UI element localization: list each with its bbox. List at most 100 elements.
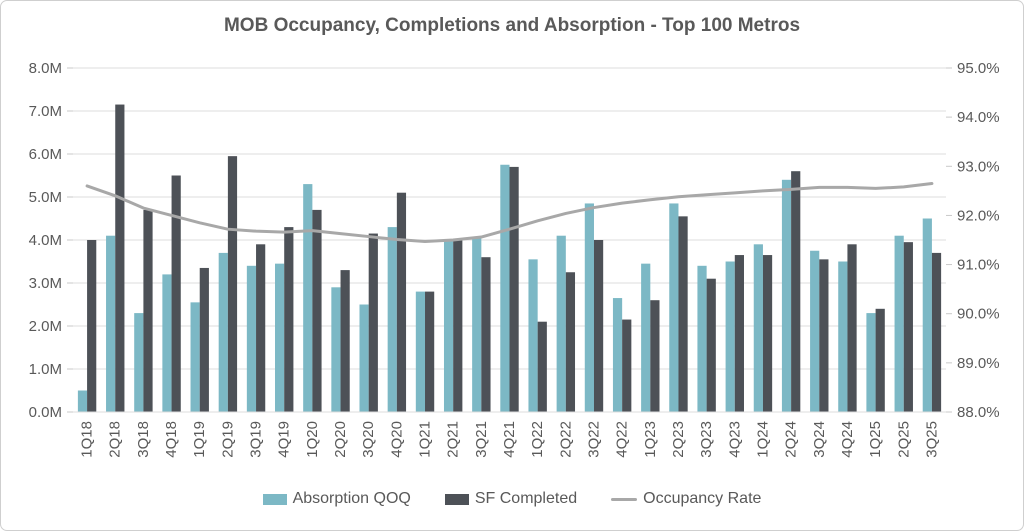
legend-item-occupancy: Occupancy Rate xyxy=(611,490,761,508)
left-axis-tick-label: 3.0M xyxy=(29,275,62,292)
bar-completed-1Q18 xyxy=(87,240,97,412)
right-axis-tick-label: 92.0% xyxy=(957,207,1000,224)
bar-completed-3Q19 xyxy=(256,244,266,412)
bar-absorption-1Q25 xyxy=(866,313,876,412)
bar-completed-2Q20 xyxy=(340,270,350,412)
x-axis-tick-label: 1Q23 xyxy=(642,421,659,458)
x-axis-tick-label: 3Q19 xyxy=(248,421,265,458)
bar-completed-3Q18 xyxy=(143,209,153,412)
bar-completed-4Q19 xyxy=(284,227,294,412)
bar-completed-4Q20 xyxy=(396,192,407,412)
x-axis-tick-label: 1Q24 xyxy=(754,421,771,458)
x-axis-tick-label: 1Q19 xyxy=(191,421,208,458)
x-axis-tick-label: 3Q20 xyxy=(360,421,377,458)
bar-absorption-2Q18 xyxy=(106,235,116,412)
x-axis-tick-label: 4Q23 xyxy=(726,421,743,458)
bar-absorption-2Q22 xyxy=(556,235,566,412)
bar-absorption-2Q24 xyxy=(781,179,792,412)
x-axis-tick-label: 4Q19 xyxy=(276,421,293,458)
bar-absorption-3Q21 xyxy=(472,237,482,412)
x-axis-tick-label: 2Q20 xyxy=(332,421,349,458)
x-axis-tick-label: 4Q24 xyxy=(839,421,856,458)
x-axis-tick-label: 1Q18 xyxy=(79,421,96,458)
occupancy-swatch-icon xyxy=(611,497,638,501)
bar-completed-2Q25 xyxy=(903,242,913,412)
x-axis-tick-label: 3Q21 xyxy=(473,421,490,458)
bar-completed-4Q23 xyxy=(734,255,744,412)
legend-label-occupancy: Occupancy Rate xyxy=(643,490,762,507)
bar-absorption-1Q20 xyxy=(303,184,313,412)
bar-completed-3Q23 xyxy=(706,278,716,412)
bar-absorption-3Q20 xyxy=(359,304,369,412)
bar-absorption-4Q20 xyxy=(387,227,397,412)
bar-completed-2Q24 xyxy=(791,171,801,412)
right-axis-tick-label: 93.0% xyxy=(957,158,1000,175)
bar-completed-3Q20 xyxy=(368,233,378,412)
x-axis-tick-label: 3Q22 xyxy=(585,421,602,458)
bar-absorption-3Q18 xyxy=(134,313,144,412)
bar-completed-2Q19 xyxy=(227,156,238,412)
bar-completed-1Q21 xyxy=(425,291,435,412)
x-axis-tick-label: 3Q24 xyxy=(811,421,828,458)
bar-absorption-1Q18 xyxy=(77,390,88,412)
right-axis-tick-label: 89.0% xyxy=(957,355,1000,372)
bar-completed-1Q23 xyxy=(650,300,660,412)
bar-absorption-3Q24 xyxy=(810,250,820,412)
bar-completed-4Q21 xyxy=(509,166,519,412)
right-axis-tick-label: 94.0% xyxy=(957,109,1000,126)
bar-absorption-3Q22 xyxy=(584,203,594,412)
x-axis-tick-label: 2Q21 xyxy=(445,421,462,458)
bar-absorption-1Q21 xyxy=(415,291,426,412)
occupancy-rate-line xyxy=(85,181,934,243)
left-axis-tick-label: 8.0M xyxy=(29,60,62,77)
x-axis-tick-label: 1Q20 xyxy=(304,421,321,458)
x-axis-tick-label: 1Q21 xyxy=(417,421,434,458)
x-axis-tick-label: 2Q19 xyxy=(219,421,236,458)
legend-label-absorption: Absorption QOQ xyxy=(292,490,411,507)
x-axis-tick-label: 2Q23 xyxy=(670,421,687,458)
bar-absorption-1Q22 xyxy=(528,259,538,412)
bar-absorption-1Q23 xyxy=(641,263,651,412)
right-axis-tick-label: 88.0% xyxy=(957,404,1000,421)
x-axis-tick-label: 2Q18 xyxy=(107,421,124,458)
left-axis-tick-label: 1.0M xyxy=(29,361,62,378)
bar-completed-3Q21 xyxy=(481,257,491,412)
x-axis-tick-label: 4Q20 xyxy=(388,421,405,458)
bar-absorption-2Q23 xyxy=(669,203,679,412)
x-axis-tick-label: 3Q25 xyxy=(923,421,940,458)
bar-absorption-2Q21 xyxy=(443,240,454,412)
x-axis-tick-label: 1Q25 xyxy=(867,421,884,458)
left-axis-tick-label: 5.0M xyxy=(29,189,62,206)
bar-completed-2Q18 xyxy=(115,104,125,413)
bar-absorption-1Q19 xyxy=(190,302,200,412)
left-axis-tick-label: 7.0M xyxy=(29,103,62,120)
x-axis-tick-label: 2Q22 xyxy=(557,421,574,458)
bar-absorption-4Q21 xyxy=(500,164,510,412)
bar-absorption-2Q25 xyxy=(894,235,904,412)
x-axis-tick-label: 3Q18 xyxy=(135,421,152,458)
bar-completed-1Q24 xyxy=(762,255,773,412)
x-axis-tick-label: 4Q18 xyxy=(163,421,180,458)
left-axis-tick-label: 4.0M xyxy=(29,232,62,249)
legend-label-completed: SF Completed xyxy=(474,490,578,507)
x-axis-tick-label: 3Q23 xyxy=(698,421,715,458)
bar-completed-4Q18 xyxy=(171,175,181,412)
right-axis-tick-label: 90.0% xyxy=(957,306,1000,323)
right-axis-tick-label: 91.0% xyxy=(957,257,1000,274)
chart-title: MOB Occupancy, Completions and Absorptio… xyxy=(223,15,801,36)
bar-completed-1Q20 xyxy=(312,209,322,412)
bar-absorption-4Q19 xyxy=(275,263,285,412)
bar-completed-1Q22 xyxy=(537,321,547,412)
chart-legend: Absorption QOQ SF Completed Occupancy Ra… xyxy=(1,490,1023,508)
bar-absorption-3Q23 xyxy=(697,265,707,412)
left-axis-tick-label: 6.0M xyxy=(29,146,62,163)
bar-absorption-2Q20 xyxy=(331,287,341,412)
bar-absorption-4Q23 xyxy=(725,261,735,412)
bar-completed-4Q22 xyxy=(622,319,632,412)
legend-item-completed: SF Completed xyxy=(444,490,578,508)
bar-completed-2Q22 xyxy=(565,272,576,412)
legend-item-absorption: Absorption QOQ xyxy=(262,490,411,508)
absorption-swatch-icon xyxy=(262,493,287,505)
